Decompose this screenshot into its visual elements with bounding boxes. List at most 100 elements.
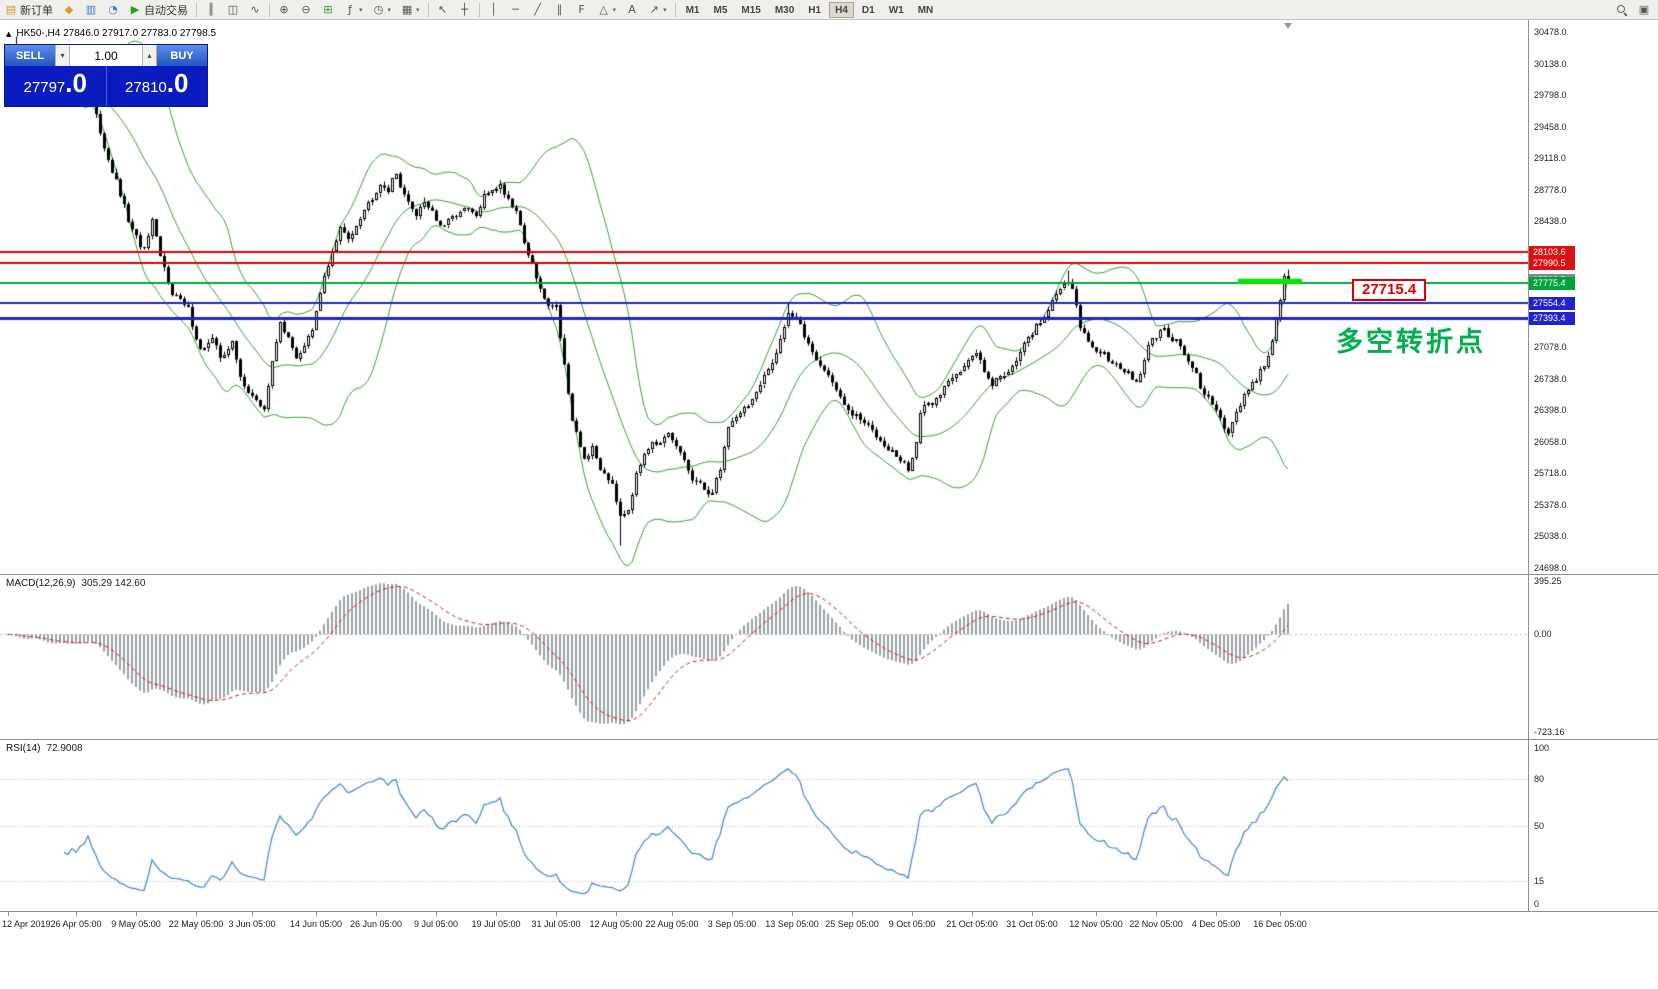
- periods-icon: ◷: [373, 3, 384, 16]
- price-axis-label: 26738.0: [1534, 373, 1567, 384]
- price-axis-label: 25038.0: [1534, 531, 1567, 542]
- price-annotation[interactable]: 27715.4: [1352, 279, 1427, 302]
- arrows-button[interactable]: ↗ ▾: [643, 1, 672, 19]
- crosshair-button[interactable]: ┼: [454, 1, 476, 19]
- candlestick-chart-button[interactable]: ◫: [222, 1, 244, 19]
- price-tag: 27554.4: [1529, 297, 1575, 311]
- horizontal-line-icon: ─: [512, 3, 519, 16]
- chart-shift-marker[interactable]: [1284, 23, 1292, 29]
- time-axis-label: 21 Oct 05:00: [946, 919, 998, 929]
- toolbar-separator: [674, 2, 676, 17]
- line-chart-button[interactable]: ∿: [244, 1, 266, 19]
- shapes-button[interactable]: △ ▾: [593, 1, 622, 19]
- chevron-down-icon: ▾: [612, 5, 617, 14]
- time-tick: [436, 912, 437, 916]
- strategy-tester-icon: ◔: [108, 3, 118, 16]
- zoom-out-button[interactable]: ⊖: [295, 1, 317, 19]
- new-order-button-label: 新订单: [20, 4, 53, 17]
- macd-chart-canvas[interactable]: [0, 575, 1528, 740]
- price-annotation-text: 27715.4: [1362, 281, 1417, 299]
- time-axis-label: 3 Sep 05:00: [707, 919, 757, 929]
- trendline-icon: ╱: [534, 3, 541, 16]
- autotrading-button[interactable]: ▶ 自动交易: [124, 1, 193, 19]
- timeframe-h1-button[interactable]: H1: [808, 4, 822, 16]
- collapse-triangle-icon[interactable]: ▲: [6, 29, 12, 38]
- zoom-out-icon: ⊖: [301, 3, 311, 16]
- rsi-axis-label: 50: [1534, 821, 1545, 831]
- macd-axis-label: 0.00: [1534, 629, 1552, 640]
- arrows-icon: ↗: [649, 3, 659, 16]
- volume-input[interactable]: 1.00: [70, 45, 142, 66]
- horizontal-line-button[interactable]: ─: [505, 1, 527, 19]
- templates-button[interactable]: ▦ ▾: [396, 1, 425, 19]
- time-axis-label: 9 Oct 05:00: [888, 919, 936, 929]
- new-order-button[interactable]: ▤ 新订单: [0, 1, 58, 19]
- time-axis-label: 12 Nov 05:00: [1069, 919, 1123, 929]
- timeframe-m15-button[interactable]: M15: [741, 4, 761, 16]
- rsi-name: RSI(14): [6, 743, 41, 754]
- zoom-in-button[interactable]: ⊕: [273, 1, 295, 19]
- timeframe-h4-button[interactable]: H4: [829, 1, 854, 18]
- time-tick: [792, 912, 793, 916]
- chevron-down-icon: ▾: [387, 5, 392, 14]
- price-tag: 28103.6: [1529, 246, 1575, 260]
- macd-axis[interactable]: 395.25 0.00 -723.16: [1528, 575, 1658, 739]
- periods-button[interactable]: ◷ ▾: [368, 1, 397, 19]
- panels-icon[interactable]: ▣: [1638, 3, 1650, 16]
- tile-windows-button[interactable]: ⊞: [317, 1, 339, 19]
- timeframe-mn-button[interactable]: MN: [917, 4, 934, 16]
- timeframe-m1-button[interactable]: M1: [685, 4, 700, 16]
- time-axis-label: 3 Jun 05:00: [228, 919, 276, 929]
- price-axis-label: 24698.0: [1534, 563, 1567, 573]
- time-axis-label: 9 Jul 05:00: [413, 919, 459, 929]
- price-axis[interactable]: 30478.0 30138.0 29798.0 29458.0 29118.0 28778…: [1528, 20, 1658, 574]
- price-axis-label: 25718.0: [1534, 468, 1567, 479]
- volume-down-button[interactable]: ▾: [55, 45, 70, 66]
- timeframe-m5-button[interactable]: M5: [713, 4, 728, 16]
- chevron-down-icon: ▾: [663, 5, 667, 14]
- price-axis-label: 30478.0: [1534, 27, 1567, 37]
- time-tick: [136, 912, 137, 916]
- timeframe-w1-button[interactable]: W1: [888, 4, 904, 16]
- buy-button[interactable]: BUY: [157, 45, 207, 66]
- bar-chart-button[interactable]: ║: [200, 1, 222, 19]
- volume-up-button[interactable]: ▴: [142, 45, 157, 66]
- time-axis[interactable]: 12 Apr 2019 26 Apr 05:00 9 May 05:00 22 May…: [0, 912, 1658, 936]
- buy-price-button[interactable]: 27810.0: [107, 66, 208, 106]
- time-tick: [672, 912, 673, 916]
- time-tick: [616, 912, 617, 916]
- mql-community-button[interactable]: ◆: [58, 1, 80, 19]
- fibonacci-button[interactable]: F: [571, 1, 593, 19]
- rsi-chart-canvas[interactable]: [0, 740, 1528, 912]
- chevron-down-icon: ▾: [359, 5, 363, 14]
- time-tick: [912, 912, 913, 916]
- indicators-button[interactable]: ƒ ▾: [339, 1, 368, 19]
- time-tick: [496, 912, 497, 916]
- indicators-icon: ƒ: [348, 3, 352, 16]
- timeframe-m30-button[interactable]: M30: [774, 4, 795, 16]
- price-axis-label: 29798.0: [1534, 90, 1567, 101]
- sell-price-button[interactable]: 27797.0: [5, 66, 106, 106]
- time-axis-label: 25 Sep 05:00: [825, 919, 879, 929]
- rsi-axis[interactable]: 100 80 50 15 0: [1528, 740, 1658, 911]
- data-window-button[interactable]: ▥: [80, 1, 102, 19]
- toolbar-separator: [196, 2, 197, 17]
- text-button[interactable]: A: [621, 1, 643, 19]
- price-axis-label: 27078.0: [1534, 342, 1567, 353]
- rsi-value: 72.9008: [46, 743, 83, 754]
- timeframe-d1-button[interactable]: D1: [861, 4, 875, 16]
- sell-button[interactable]: SELL: [5, 45, 55, 66]
- time-axis-label: 22 Nov 05:00: [1129, 919, 1183, 929]
- trendline-button[interactable]: ╱: [527, 1, 549, 19]
- vertical-line-button[interactable]: │: [483, 1, 505, 19]
- strategy-tester-button[interactable]: ◔: [102, 1, 124, 19]
- cursor-button[interactable]: ↖: [432, 1, 454, 19]
- macd-axis-label: -723.16: [1534, 727, 1565, 737]
- channel-button[interactable]: ∥: [549, 1, 571, 19]
- rsi-axis-label: 80: [1534, 774, 1545, 785]
- search-icon[interactable]: [1616, 4, 1628, 16]
- toolbar-separator: [427, 2, 429, 17]
- time-tick: [196, 912, 197, 916]
- candlestick-chart-canvas[interactable]: [0, 20, 1528, 575]
- price-divider: [105, 66, 107, 106]
